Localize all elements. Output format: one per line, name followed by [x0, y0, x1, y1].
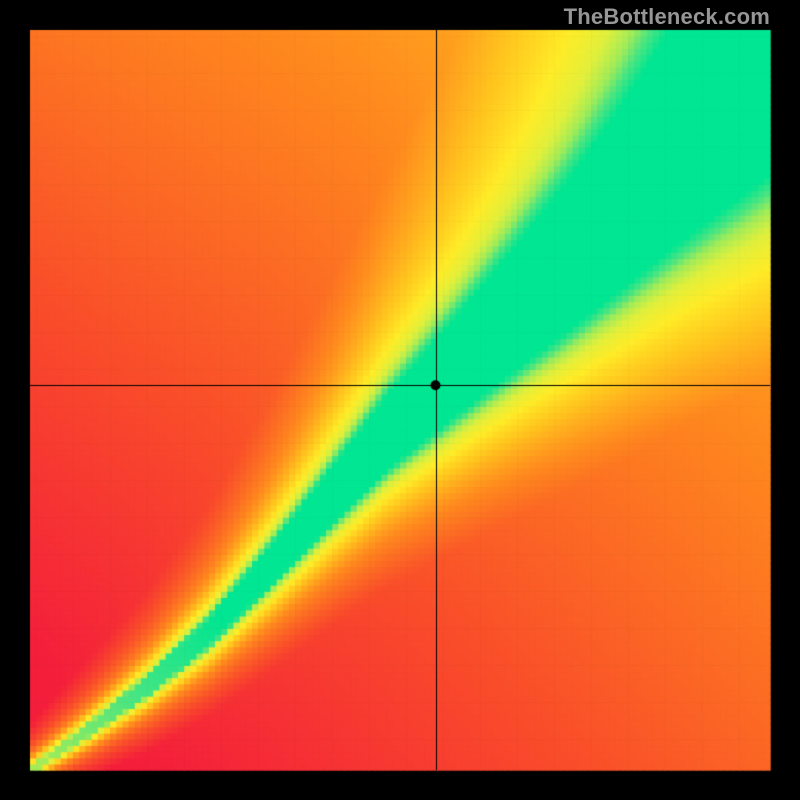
- watermark-text: TheBottleneck.com: [564, 4, 770, 30]
- bottleneck-heatmap-canvas: [0, 0, 800, 800]
